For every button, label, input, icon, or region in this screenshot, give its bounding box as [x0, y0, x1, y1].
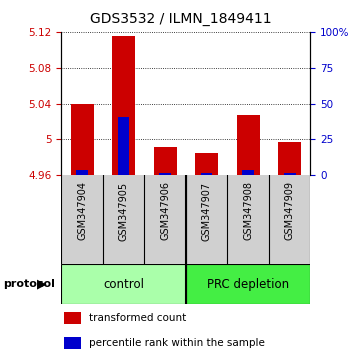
Text: GSM347906: GSM347906	[160, 181, 170, 240]
Bar	[71, 103, 93, 175]
Bar	[76, 170, 88, 175]
Bar	[269, 175, 310, 264]
Text: GSM347908: GSM347908	[243, 181, 253, 240]
Bar	[144, 175, 186, 264]
Bar	[61, 264, 186, 304]
Bar	[201, 173, 213, 175]
Text: GSM347907: GSM347907	[202, 181, 212, 241]
Bar	[64, 337, 81, 349]
Bar	[186, 264, 310, 304]
Text: transformed count: transformed count	[89, 313, 186, 323]
Text: PRC depletion: PRC depletion	[207, 278, 289, 291]
Bar	[237, 115, 260, 175]
Text: ▶: ▶	[37, 278, 46, 291]
Text: GSM347905: GSM347905	[119, 181, 129, 241]
Bar	[118, 117, 130, 175]
Text: GSM347909: GSM347909	[285, 181, 295, 240]
Bar	[159, 172, 171, 175]
Bar	[61, 175, 103, 264]
Text: protocol: protocol	[4, 279, 56, 289]
Text: percentile rank within the sample: percentile rank within the sample	[89, 338, 265, 348]
Bar	[278, 142, 301, 175]
Bar	[227, 175, 269, 264]
Bar	[154, 147, 177, 175]
Bar	[242, 170, 254, 175]
Bar	[112, 36, 135, 175]
Text: GDS3532 / ILMN_1849411: GDS3532 / ILMN_1849411	[90, 12, 271, 27]
Bar	[195, 153, 218, 175]
Bar	[103, 175, 144, 264]
Bar	[186, 175, 227, 264]
Text: GSM347904: GSM347904	[77, 181, 87, 240]
Text: control: control	[103, 278, 144, 291]
Bar	[64, 312, 81, 324]
Bar	[284, 172, 296, 175]
